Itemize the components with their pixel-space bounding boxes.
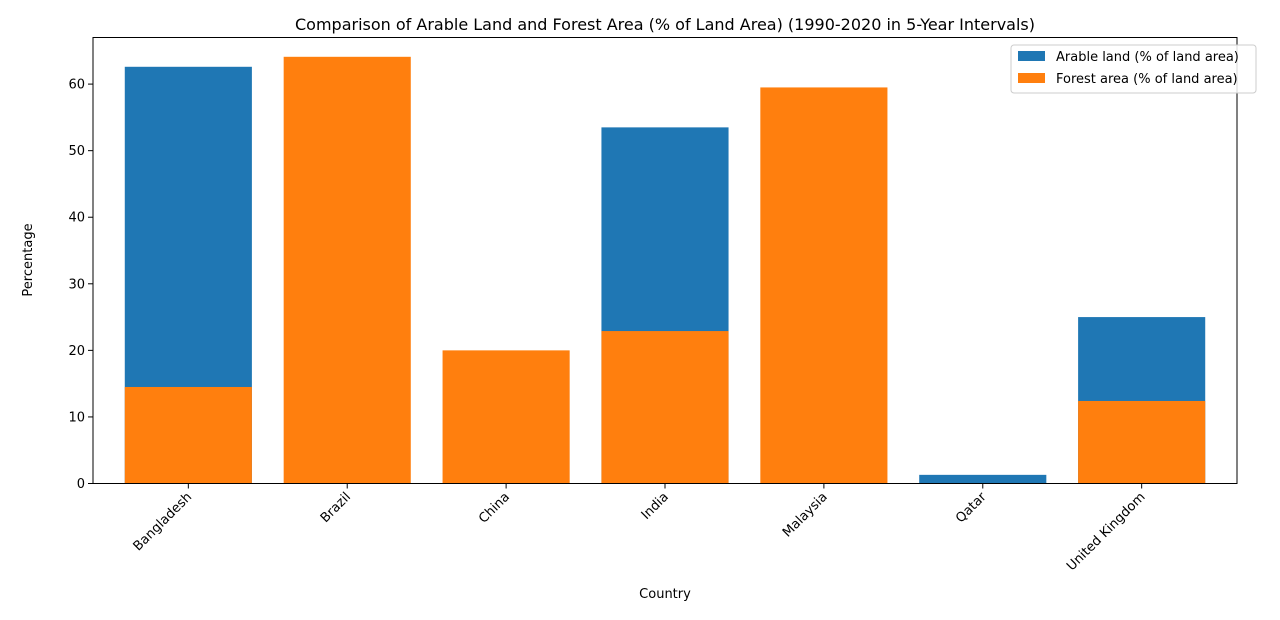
bar-forest-bangladesh — [124, 386, 252, 484]
bar-forest-brazil — [283, 56, 411, 484]
bar-forest-india — [601, 331, 729, 484]
legend-swatch-forest — [1018, 73, 1045, 83]
x-axis-title: Country — [639, 587, 691, 602]
y-tick-label: 30 — [68, 277, 85, 292]
bar-forest-china — [442, 350, 570, 484]
y-axis-title: Percentage — [21, 223, 36, 296]
y-tick-label: 10 — [68, 410, 85, 425]
y-tick-label: 20 — [68, 344, 85, 359]
legend-label-forest: Forest area (% of land area) — [1056, 72, 1238, 87]
chart-title: Comparison of Arable Land and Forest Are… — [295, 15, 1035, 34]
y-axis: 0 10 20 30 40 50 60 — [68, 78, 93, 492]
bar-forest-malaysia — [760, 87, 888, 484]
legend-label-arable: Arable land (% of land area) — [1056, 50, 1239, 65]
bar-forest-united-kingdom — [1078, 400, 1206, 484]
bars-layer — [124, 56, 1206, 484]
bar-arable-qatar — [919, 474, 1047, 484]
legend-swatch-arable — [1018, 51, 1045, 61]
y-tick-label: 0 — [77, 477, 85, 492]
y-tick-label: 60 — [68, 78, 85, 93]
legend-box — [1010, 44, 1257, 94]
y-tick-label: 50 — [68, 144, 85, 159]
y-tick-label: 40 — [68, 211, 85, 226]
legend: Arable land (% of land area) Forest area… — [1010, 44, 1257, 94]
